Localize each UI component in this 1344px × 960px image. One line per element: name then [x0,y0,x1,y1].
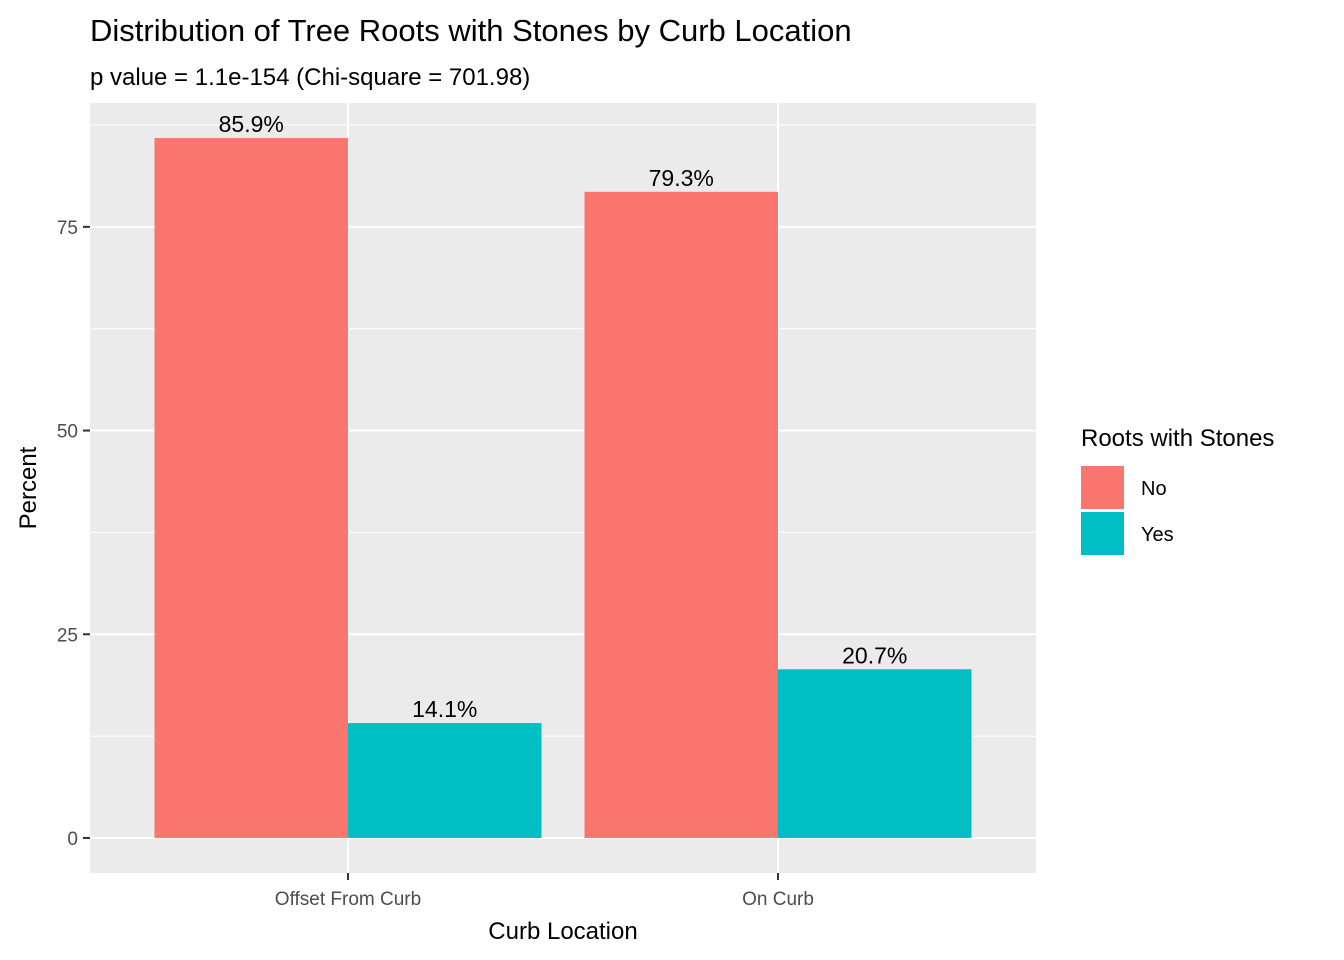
bar-no-2 [584,191,778,838]
bar-no-1 [154,138,348,838]
legend-label-yes: Yes [1141,524,1174,546]
bars [154,138,972,838]
bar-data-label: 85.9% [219,111,284,137]
legend-title: Roots with Stones [1081,425,1274,452]
bar-data-label: 20.7% [842,642,907,668]
x-tick-label: On Curb [742,889,814,910]
chart-subtitle: p value = 1.1e-154 (Chi-square = 701.98) [90,64,530,91]
y-tick-label: 25 [57,625,78,646]
bar-data-label: 79.3% [649,165,714,191]
chart-title: Distribution of Tree Roots with Stones b… [90,13,852,48]
y-tick-label: 0 [67,829,78,850]
y-axis: 0 25 50 75 [57,218,90,850]
legend: Roots with Stones No Yes [1081,425,1274,555]
bar-yes-2 [778,669,972,838]
x-tick-label: Offset From Curb [275,889,421,910]
legend-key-no [1081,466,1124,509]
y-tick-label: 50 [57,422,78,443]
x-axis-title: Curb Location [488,918,637,945]
y-tick-label: 75 [57,218,78,239]
bar-yes-1 [348,723,542,838]
x-axis: Offset From Curb On Curb [275,873,814,910]
bar-data-label: 14.1% [412,696,477,722]
legend-label-no: No [1141,478,1167,500]
y-axis-title: Percent [15,446,42,529]
bar-labels: 85.9% 79.3% 14.1% 20.7% [219,111,908,722]
legend-key-yes [1081,512,1124,555]
